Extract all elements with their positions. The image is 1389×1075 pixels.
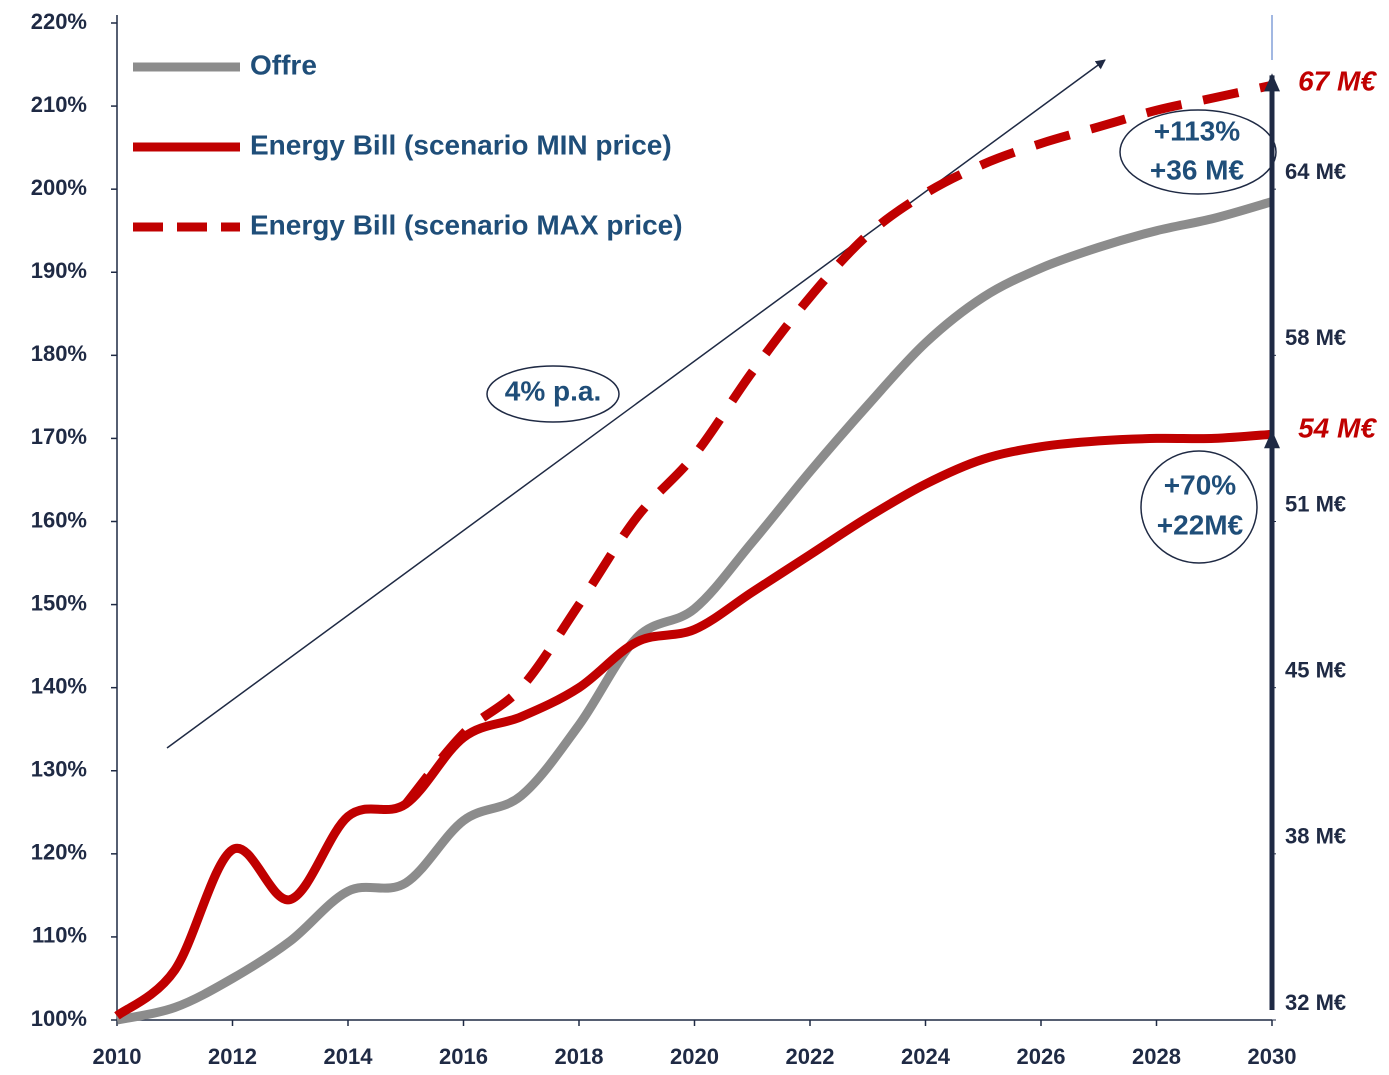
y-tick-label: 170% [31, 424, 87, 449]
x-tick-label: 2024 [901, 1044, 951, 1069]
y-tick-label: 220% [31, 9, 87, 34]
annotation: 67 M€ [1298, 65, 1377, 96]
y-tick-label: 110% [32, 923, 87, 948]
y2-tick-label: 64 M€ [1285, 159, 1346, 184]
x-tick-label: 2022 [786, 1044, 835, 1069]
y-tick-label: 200% [31, 175, 87, 200]
y-tick-label: 130% [31, 757, 87, 782]
x-tick-label: 2026 [1017, 1044, 1066, 1069]
legend-label: Energy Bill (scenario MAX price) [250, 209, 683, 240]
y-tick-label: 160% [31, 507, 87, 532]
x-tick-label: 2016 [439, 1044, 488, 1069]
x-tick-label: 2028 [1132, 1044, 1181, 1069]
x-tick-label: 2012 [208, 1044, 257, 1069]
trend-arrow [166, 59, 1106, 749]
x-tick-label: 2030 [1248, 1044, 1297, 1069]
annotation-bubble [486, 365, 620, 423]
annotation: +113% [1154, 115, 1241, 146]
series-line [114, 429, 1273, 1020]
legend-label: Energy Bill (scenario MIN price) [250, 129, 672, 160]
x-tick-label: 2014 [324, 1044, 374, 1069]
y-tick-label: 150% [31, 590, 87, 615]
y-tick-label: 100% [31, 1006, 87, 1031]
annotation: +70% [1164, 469, 1236, 500]
annotation-bubble [1140, 450, 1258, 564]
annotation: 54 M€ [1298, 412, 1377, 443]
series-line [116, 197, 1274, 1025]
annotation: 4% p.a. [505, 375, 601, 406]
y2-tick-label: 45 M€ [1285, 657, 1346, 682]
y2-tick-label: 51 M€ [1285, 491, 1346, 516]
y-tick-label: 210% [31, 92, 87, 117]
y2-tick-label: 58 M€ [1285, 325, 1346, 350]
annotation: +36 M€ [1150, 154, 1245, 185]
value-arrowhead [1264, 430, 1280, 449]
y-tick-label: 140% [31, 673, 87, 698]
annotation: +22M€ [1157, 509, 1244, 540]
series-line [402, 80, 1273, 807]
y-tick-label: 120% [31, 840, 87, 865]
legend-label: Offre [250, 49, 317, 80]
y-tick-label: 190% [31, 258, 87, 283]
x-tick-label: 2020 [670, 1044, 719, 1069]
annotation-bubble [1119, 109, 1277, 195]
x-tick-label: 2010 [93, 1044, 142, 1069]
y-tick-label: 180% [31, 341, 87, 366]
x-tick-label: 2018 [555, 1044, 604, 1069]
y2-tick-label: 38 M€ [1285, 824, 1346, 849]
y2-tick-label: 32 M€ [1285, 990, 1346, 1015]
